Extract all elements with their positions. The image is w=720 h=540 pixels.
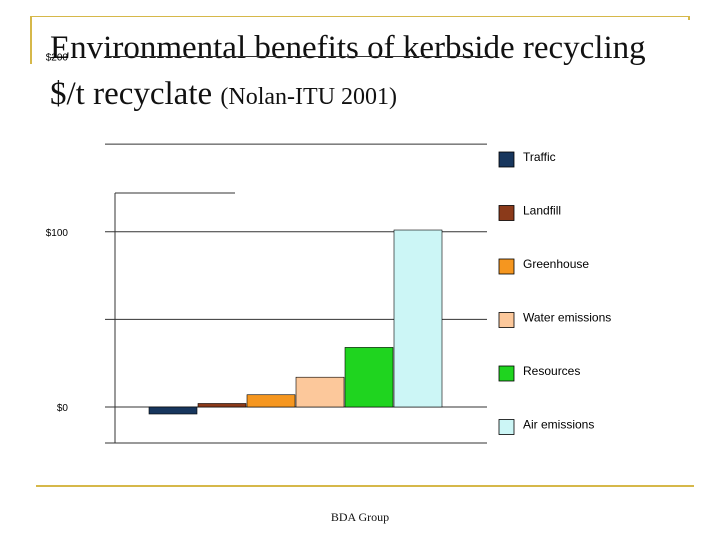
legend-swatch-resources [498,365,515,382]
bar-resources [344,347,394,408]
footer-credit: BDA Group [330,510,390,524]
legend-swatch-landfill [498,205,515,221]
y-tick-label-1: $100 [46,228,69,239]
legend-swatch-air-emissions [498,419,515,435]
bar-traffic [148,406,198,415]
y-tick-label-2: $200 [46,53,69,64]
bar-water-emissions [295,376,345,408]
legend-label-water-emissions: Water emissions [523,311,611,325]
bar-air-emissions [393,229,443,408]
legend-swatch-greenhouse [498,258,515,275]
legend-label-greenhouse: Greenhouse [523,257,589,271]
frame-top-rule [30,16,690,17]
bar-greenhouse [246,394,296,408]
legend-label-landfill: Landfill [523,204,561,218]
slide-title-line-2: $/t recyclate (Nolan-ITU 2001) [50,76,397,113]
frame-left-accent [30,16,32,64]
y-tick-label-0: $0 [57,403,69,414]
title-units: $/t recyclate [50,76,221,112]
legend-label-resources: Resources [523,364,580,378]
legend-label-air-emissions: Air emissions [523,418,594,432]
slide-title-line-1: Environmental benefits of kerbside recyc… [50,30,646,66]
title-source: (Nolan-ITU 2001) [220,84,398,110]
bar-landfill [197,403,247,408]
frame-top-right-tick [688,16,690,20]
legend-swatch-water-emissions [498,312,515,328]
frame-bottom-rule [36,485,694,487]
legend-swatch-traffic [498,151,515,168]
legend-label-traffic: Traffic [523,150,556,164]
